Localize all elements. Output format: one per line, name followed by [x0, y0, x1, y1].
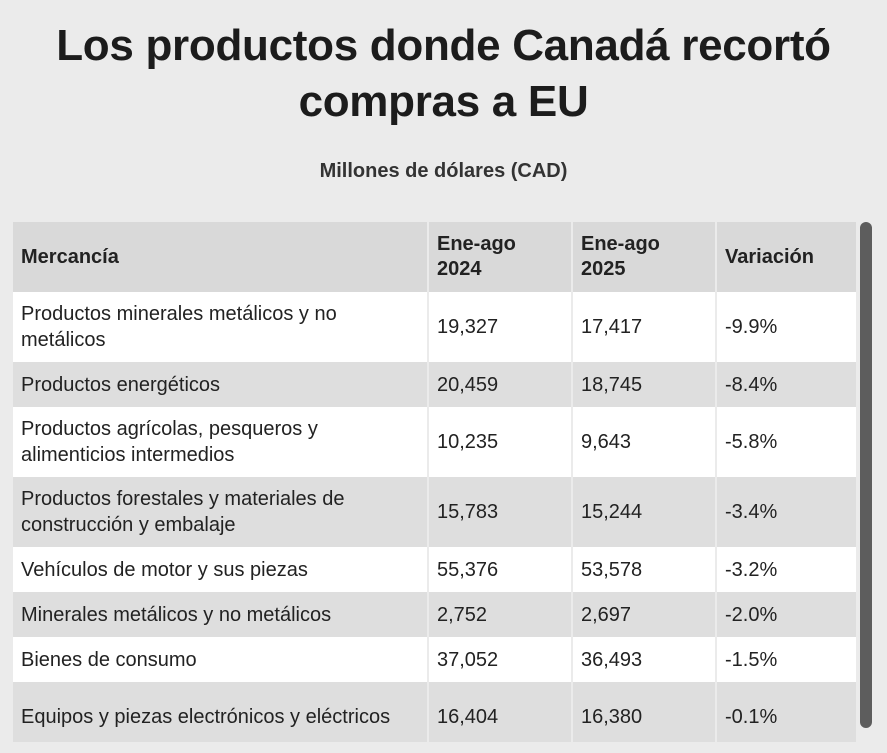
table-cell-2025: 15,244	[572, 477, 717, 547]
table-cell-variacion: -9.9%	[716, 292, 856, 362]
table-cell-2024: 20,459	[428, 362, 573, 407]
table-cell-variacion: -3.4%	[716, 477, 856, 547]
table-cell-2025: 9,643	[572, 407, 717, 477]
table-cell-2025: 53,578	[572, 547, 717, 592]
table-cell-variacion: -8.4%	[716, 362, 856, 407]
column-header-variacion: Variación	[716, 222, 856, 292]
table-row: Productos minerales metálicos y no metál…	[13, 292, 856, 362]
data-table: Mercancía Ene-ago 2024 Ene-ago 2025 Vari…	[13, 222, 856, 742]
table-cell-2025: 2,697	[572, 592, 717, 637]
table-cell-2025: 18,745	[572, 362, 717, 407]
table-cell-variacion: -5.8%	[716, 407, 856, 477]
column-header-mercancia: Mercancía	[13, 222, 429, 292]
table-cell-2024: 37,052	[428, 637, 573, 682]
table-cell-2024: 10,235	[428, 407, 573, 477]
data-table-container[interactable]: Mercancía Ene-ago 2024 Ene-ago 2025 Vari…	[13, 222, 856, 742]
table-cell-2024: 15,783	[428, 477, 573, 547]
table-cell-mercancia: Productos agrícolas, pesqueros y aliment…	[13, 407, 429, 477]
table-row: Bienes de consumo 37,052 36,493 -1.5%	[13, 637, 856, 682]
table-cell-mercancia: Minerales metálicos y no metálicos	[13, 592, 429, 637]
table-row: Vehículos de motor y sus piezas 55,376 5…	[13, 547, 856, 592]
table-cell-2024: 2,752	[428, 592, 573, 637]
table-cell-variacion: -1.5%	[716, 637, 856, 682]
column-header-2025: Ene-ago 2025	[572, 222, 717, 292]
table-cell-mercancia: Productos forestales y materiales de con…	[13, 477, 429, 547]
table-cell-2024: 19,327	[428, 292, 573, 362]
table-row: Productos energéticos 20,459 18,745 -8.4…	[13, 362, 856, 407]
table-row: Minerales metálicos y no metálicos 2,752…	[13, 592, 856, 637]
table-row: Productos agrícolas, pesqueros y aliment…	[13, 407, 856, 477]
chart-subtitle: Millones de dólares (CAD)	[319, 160, 568, 182]
table-cell-2024: 55,376	[428, 547, 573, 592]
table-cell-mercancia: Vehículos de motor y sus piezas	[13, 547, 429, 592]
table-cell-2025: 36,493	[572, 637, 717, 682]
chart-title: Los productos donde Canadá recortó compr…	[56, 21, 831, 126]
vertical-scrollbar[interactable]	[860, 222, 872, 728]
table-cell-variacion: -0.1%	[716, 682, 856, 742]
table-cell-mercancia: Productos minerales metálicos y no metál…	[13, 292, 429, 362]
table-cell-2025: 16,380	[572, 682, 717, 742]
table-cell-2025: 17,417	[572, 292, 717, 362]
table-cell-mercancia: Productos energéticos	[13, 362, 429, 407]
table-cell-mercancia: Bienes de consumo	[13, 637, 429, 682]
table-cell-variacion: -3.2%	[716, 547, 856, 592]
table-header-row: Mercancía Ene-ago 2024 Ene-ago 2025 Vari…	[13, 222, 856, 292]
table-cell-mercancia: Equipos y piezas electrónicos y eléctric…	[13, 682, 429, 742]
table-cell-variacion: -2.0%	[716, 592, 856, 637]
table-row: Equipos y piezas electrónicos y eléctric…	[13, 682, 856, 742]
column-header-2024: Ene-ago 2024	[428, 222, 573, 292]
table-cell-2024: 16,404	[428, 682, 573, 742]
table-row: Productos forestales y materiales de con…	[13, 477, 856, 547]
